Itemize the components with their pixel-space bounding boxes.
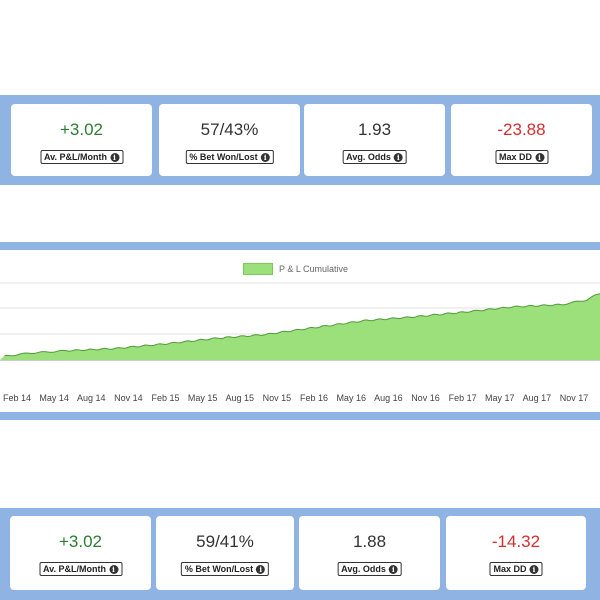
x-tick-label: Feb 16 xyxy=(300,393,328,403)
stat-card: +3.02 Av. P&L/Month i xyxy=(10,516,151,590)
x-tick-label: Feb 15 xyxy=(152,393,180,403)
stat-value: -23.88 xyxy=(497,120,546,139)
x-tick-label: Feb 17 xyxy=(449,393,477,403)
chart-legend[interactable]: P & L Cumulative xyxy=(243,263,348,275)
x-tick-label: Aug 17 xyxy=(523,393,552,403)
info-icon[interactable]: i xyxy=(256,564,266,574)
x-tick-label: Nov 14 xyxy=(114,393,143,403)
stat-card: 1.88 Avg. Odds i xyxy=(299,516,440,590)
info-icon[interactable]: i xyxy=(535,152,545,162)
stat-value: +3.02 xyxy=(59,120,103,139)
stat-label[interactable]: % Bet Won/Lost i xyxy=(185,150,274,164)
x-tick-label: Feb 14 xyxy=(3,393,31,403)
stat-label-text: Avg. Odds xyxy=(341,564,386,574)
x-tick-label: May 17 xyxy=(485,393,515,403)
x-tick-label: Aug 15 xyxy=(226,393,255,403)
x-tick-label: Aug 14 xyxy=(77,393,106,403)
stat-card: 57/43% % Bet Won/Lost i xyxy=(159,104,300,176)
x-tick-label: Nov 17 xyxy=(560,393,589,403)
stat-card: -23.88 Max DD i xyxy=(451,104,592,176)
stat-value: 57/43% xyxy=(200,120,259,139)
stat-value: 59/41% xyxy=(196,532,254,551)
pnl-line xyxy=(4,293,600,357)
stat-card: 59/41% % Bet Won/Lost i xyxy=(156,516,294,590)
info-icon[interactable]: i xyxy=(393,152,403,162)
stat-value: -14.32 xyxy=(491,532,541,551)
stat-label[interactable]: Av. P&L/Month i xyxy=(40,150,123,164)
stat-label[interactable]: Max DD i xyxy=(489,562,543,576)
stat-label[interactable]: Av. P&L/Month i xyxy=(39,562,122,576)
legend-label: P & L Cumulative xyxy=(279,264,349,274)
x-tick-label: Nov 16 xyxy=(411,393,440,403)
info-icon[interactable]: i xyxy=(260,152,270,162)
x-tick-label: Aug 16 xyxy=(374,393,403,403)
stat-card: 1.93 Avg. Odds i xyxy=(304,104,445,176)
x-tick-label: May 14 xyxy=(39,393,69,403)
stat-label-text: Max DD xyxy=(498,152,533,162)
stat-label[interactable]: Avg. Odds i xyxy=(337,562,402,576)
stat-value: 1.88 xyxy=(352,532,387,551)
stat-label[interactable]: Max DD i xyxy=(494,150,549,164)
stat-label[interactable]: % Bet Won/Lost i xyxy=(180,562,270,576)
legend-swatch xyxy=(243,263,273,275)
stat-label-text: Av. P&L/Month xyxy=(43,564,106,574)
info-icon[interactable]: i xyxy=(109,564,118,574)
info-icon[interactable]: i xyxy=(110,152,119,162)
x-tick-label: Nov 15 xyxy=(263,393,292,403)
stat-label-text: % Bet Won/Lost xyxy=(184,564,254,574)
stat-card: -14.32 Max DD i xyxy=(446,516,586,590)
pnl-area xyxy=(0,293,600,360)
info-icon[interactable]: i xyxy=(388,564,398,574)
x-tick-label: May 16 xyxy=(336,393,366,403)
stat-label-text: Av. P&L/Month xyxy=(44,152,107,162)
stat-label[interactable]: Avg. Odds i xyxy=(342,150,407,164)
stat-card: +3.02 Av. P&L/Month i xyxy=(11,104,152,176)
stat-value: 1.93 xyxy=(357,120,392,139)
stat-label-text: % Bet Won/Lost xyxy=(189,152,258,162)
stat-label-text: Max DD xyxy=(493,564,527,574)
info-icon[interactable]: i xyxy=(529,564,539,574)
stat-value: +3.02 xyxy=(58,532,102,551)
stat-label-text: Avg. Odds xyxy=(346,152,391,162)
x-tick-label: May 15 xyxy=(188,393,218,403)
